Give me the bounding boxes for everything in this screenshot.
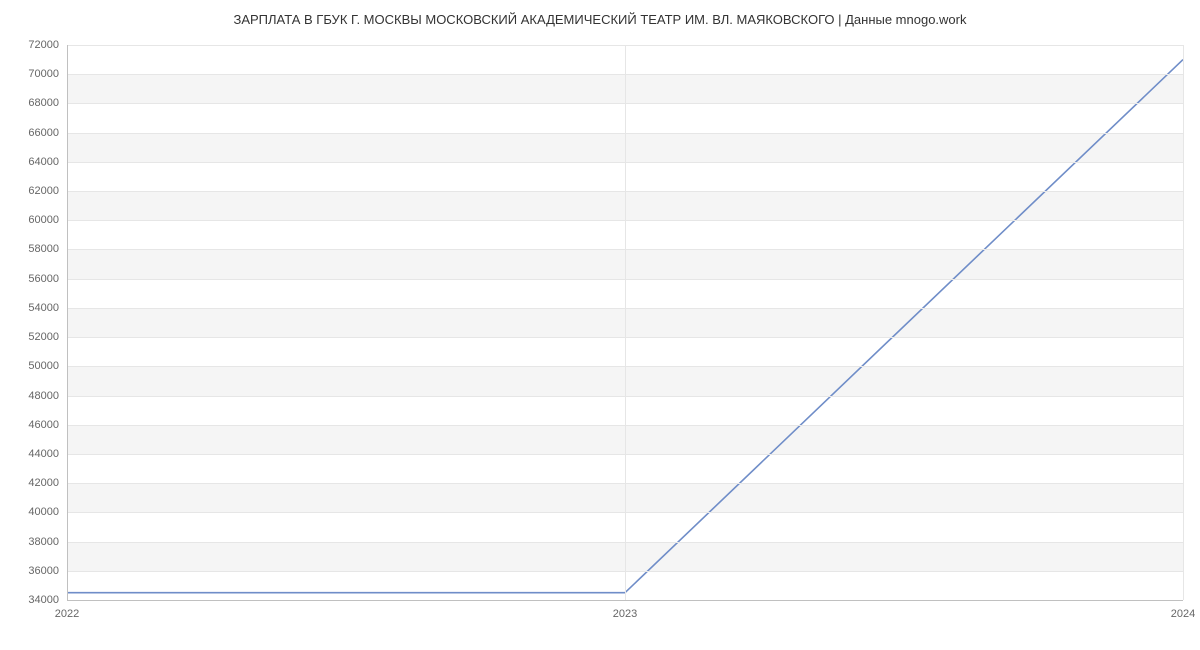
y-tick-label: 62000 [28, 185, 59, 197]
y-axis-line [67, 45, 68, 600]
v-gridline [1183, 45, 1184, 600]
y-tick-label: 46000 [28, 419, 59, 431]
y-tick-label: 64000 [28, 156, 59, 168]
y-tick-label: 66000 [28, 127, 59, 139]
y-tick-label: 68000 [28, 97, 59, 109]
plot-area: 3400036000380004000042000440004600048000… [67, 45, 1183, 600]
y-tick-label: 36000 [28, 565, 59, 577]
y-tick-label: 58000 [28, 243, 59, 255]
y-tick-label: 42000 [28, 477, 59, 489]
y-tick-label: 50000 [28, 360, 59, 372]
y-tick-label: 72000 [28, 39, 59, 51]
x-axis-line [67, 600, 1183, 601]
chart-title: ЗАРПЛАТА В ГБУК Г. МОСКВЫ МОСКОВСКИЙ АКА… [0, 12, 1200, 27]
y-tick-label: 70000 [28, 68, 59, 80]
y-tick-label: 38000 [28, 536, 59, 548]
y-tick-label: 48000 [28, 390, 59, 402]
y-tick-label: 34000 [28, 594, 59, 606]
y-tick-label: 52000 [28, 331, 59, 343]
salary-chart: ЗАРПЛАТА В ГБУК Г. МОСКВЫ МОСКОВСКИЙ АКА… [0, 0, 1200, 650]
y-tick-label: 56000 [28, 273, 59, 285]
y-tick-label: 40000 [28, 506, 59, 518]
x-tick-label: 2023 [613, 608, 637, 620]
y-tick-label: 60000 [28, 214, 59, 226]
x-tick-label: 2024 [1171, 608, 1195, 620]
v-gridline [625, 45, 626, 600]
x-tick-label: 2022 [55, 608, 79, 620]
y-tick-label: 44000 [28, 448, 59, 460]
y-tick-label: 54000 [28, 302, 59, 314]
